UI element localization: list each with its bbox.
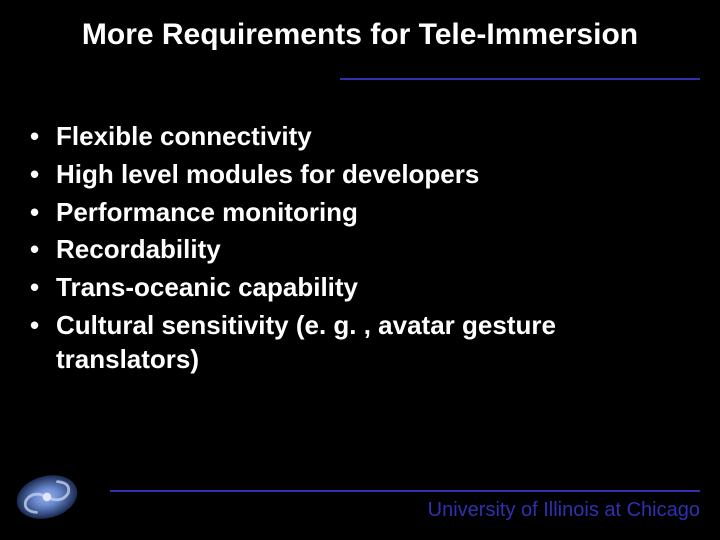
bullet-text: Performance monitoring [56,196,358,230]
title-underline [340,78,700,80]
bullet-text: Flexible connectivity [56,120,312,154]
bullet-icon: • [30,309,56,343]
bullet-icon: • [30,120,56,154]
bullet-icon: • [30,233,56,267]
bullet-list: • Flexible connectivity • High level mod… [30,120,680,381]
list-item: • Flexible connectivity [30,120,680,154]
list-item: • High level modules for developers [30,158,680,192]
bullet-icon: • [30,196,56,230]
footer-underline [110,490,700,492]
bullet-text: Recordability [56,233,221,267]
spiral-galaxy-icon [12,462,82,532]
list-item: • Cultural sensitivity (e. g. , avatar g… [30,309,680,377]
bullet-text: Trans-oceanic capability [56,271,358,305]
list-item: • Recordability [30,233,680,267]
footer-text: University of Illinois at Chicago [428,499,700,522]
bullet-text: High level modules for developers [56,158,479,192]
list-item: • Trans-oceanic capability [30,271,680,305]
list-item: • Performance monitoring [30,196,680,230]
slide: More Requirements for Tele-Immersion • F… [0,0,720,540]
bullet-icon: • [30,271,56,305]
bullet-icon: • [30,158,56,192]
bullet-text: Cultural sensitivity (e. g. , avatar ges… [56,309,680,377]
slide-title: More Requirements for Tele-Immersion [0,18,720,52]
